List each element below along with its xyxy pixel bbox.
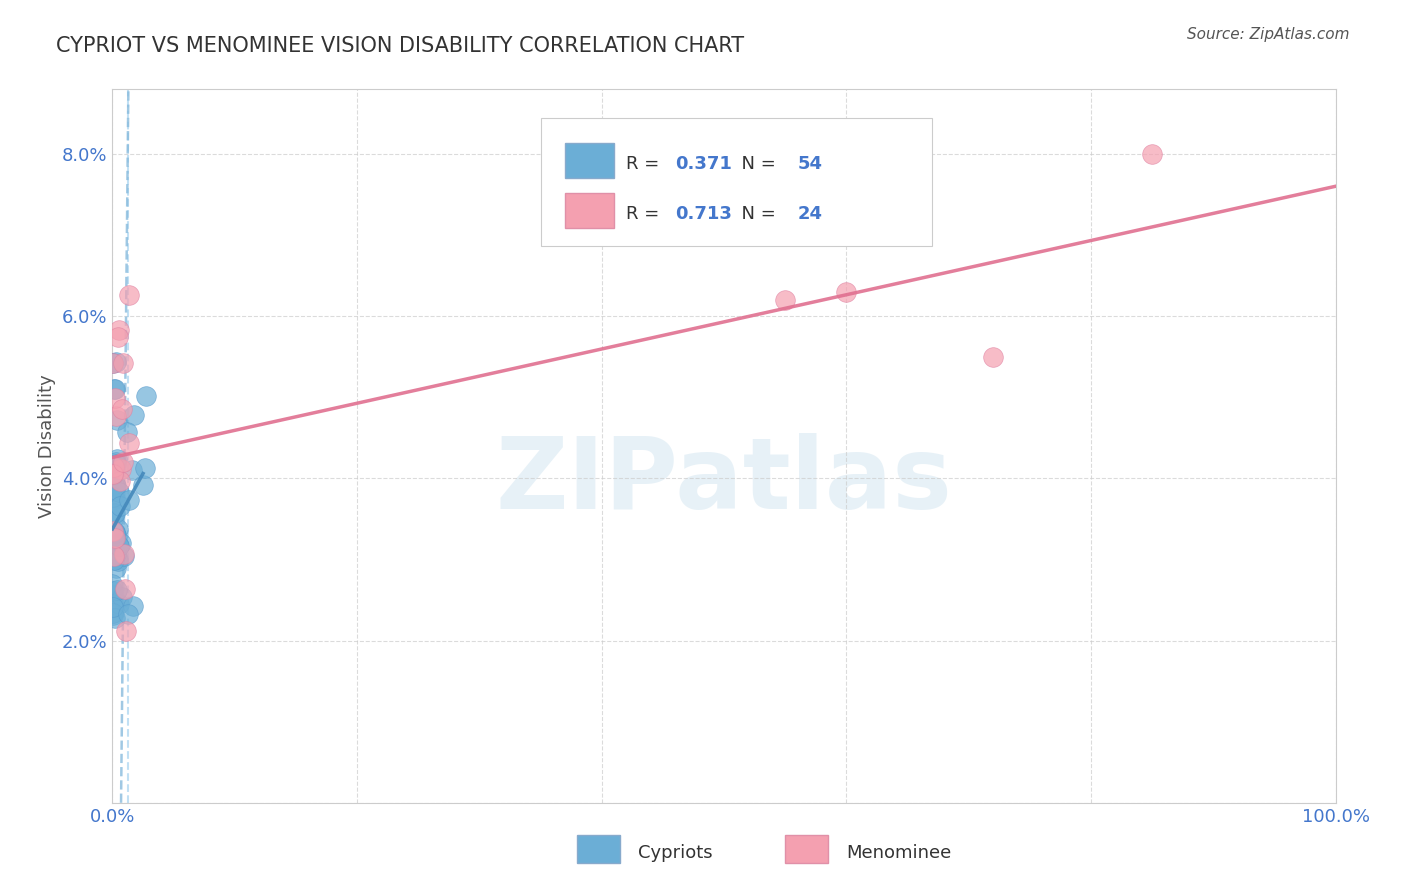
Point (105, 583, 128, 598)
Point (111, 590, 134, 604)
Point (108, 323, 131, 337)
Point (107, 537, 129, 551)
Point (107, 598, 129, 612)
Point (103, 524, 125, 539)
Point (104, 409, 127, 424)
Point (101, 576, 124, 591)
Point (111, 401, 134, 416)
Y-axis label: Vision Disability: Vision Disability (38, 374, 56, 518)
Point (775, 293, 797, 307)
Point (107, 522, 129, 536)
Text: Cypriots: Cypriots (638, 844, 713, 862)
Point (103, 466, 125, 480)
Text: Source: ZipAtlas.com: Source: ZipAtlas.com (1187, 27, 1350, 42)
Point (134, 460, 156, 475)
Point (105, 530, 128, 544)
Text: N =: N = (730, 205, 782, 223)
Point (105, 561, 128, 575)
FancyBboxPatch shape (540, 118, 932, 246)
Point (135, 389, 157, 403)
Point (105, 413, 128, 427)
Point (101, 597, 124, 611)
Point (104, 532, 127, 546)
Point (103, 588, 125, 602)
Point (101, 468, 124, 483)
Point (107, 554, 129, 568)
Point (101, 490, 124, 504)
Point (104, 524, 127, 539)
Point (101, 512, 124, 526)
Text: Menominee: Menominee (846, 844, 952, 862)
Point (103, 533, 125, 547)
Point (132, 478, 155, 492)
Point (110, 474, 132, 488)
Point (104, 610, 127, 624)
Point (112, 549, 135, 564)
Point (103, 356, 125, 370)
Point (104, 480, 127, 494)
Point (101, 600, 124, 615)
Point (107, 484, 129, 499)
Point (112, 356, 135, 370)
Point (118, 493, 141, 508)
Point (101, 467, 124, 481)
Point (121, 599, 143, 614)
Point (103, 506, 125, 520)
Bar (786, 835, 828, 863)
Point (103, 552, 125, 566)
Point (103, 382, 125, 396)
Point (107, 330, 129, 344)
Point (103, 607, 125, 622)
Point (112, 548, 135, 562)
Point (104, 526, 127, 541)
Point (108, 500, 131, 514)
Point (107, 552, 129, 566)
Point (835, 285, 858, 299)
Bar (578, 835, 620, 863)
Point (121, 463, 143, 477)
Point (118, 288, 141, 302)
Point (104, 477, 127, 491)
Point (110, 536, 132, 550)
Text: 0.713: 0.713 (675, 205, 733, 223)
Point (103, 549, 125, 564)
Point (103, 506, 125, 520)
Point (105, 455, 128, 469)
Point (101, 606, 124, 620)
Text: 24: 24 (797, 205, 823, 223)
Point (104, 491, 127, 506)
Point (118, 435, 141, 450)
Point (108, 539, 131, 553)
Text: 54: 54 (797, 155, 823, 173)
Point (114, 582, 136, 596)
Point (103, 460, 125, 475)
Text: R =: R = (626, 155, 665, 173)
Point (104, 547, 127, 561)
Point (1142, 147, 1164, 161)
Point (117, 607, 139, 622)
Point (101, 356, 124, 370)
Point (115, 425, 138, 439)
Point (111, 455, 134, 469)
Point (110, 462, 132, 476)
Point (104, 383, 127, 397)
Point (104, 391, 127, 405)
Point (105, 458, 128, 472)
Point (105, 355, 128, 369)
Bar (565, 193, 614, 228)
Point (105, 452, 128, 467)
Point (101, 584, 124, 599)
Point (124, 408, 146, 422)
Point (115, 624, 138, 639)
Point (104, 478, 127, 492)
Point (981, 350, 1004, 364)
Text: 0.371: 0.371 (675, 155, 733, 173)
Text: ZIPatlas: ZIPatlas (496, 434, 952, 530)
Text: N =: N = (730, 155, 782, 173)
Text: CYPRIOT VS MENOMINEE VISION DISABILITY CORRELATION CHART: CYPRIOT VS MENOMINEE VISION DISABILITY C… (56, 36, 744, 55)
Text: R =: R = (626, 205, 665, 223)
Bar (565, 143, 614, 178)
